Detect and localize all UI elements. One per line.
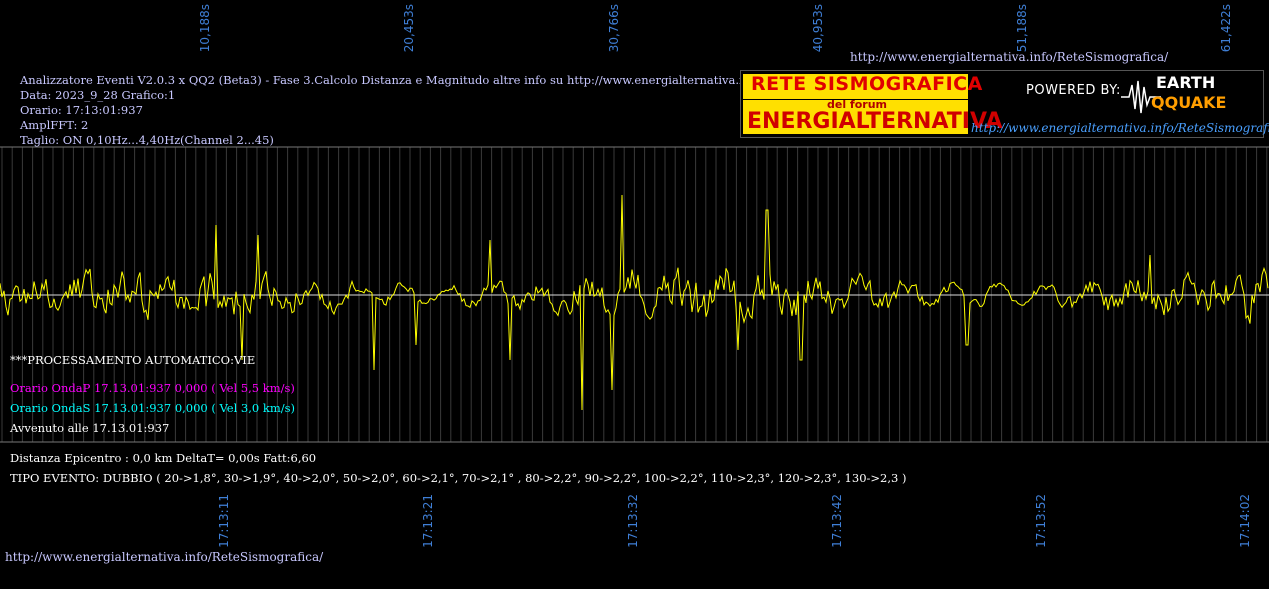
event-time: Avvenuto alle 17.13.01:937 <box>10 421 170 435</box>
logo-subtitle: del forum <box>827 98 887 111</box>
logo-powered: POWERED BY: <box>1026 83 1121 98</box>
logo-earth: EARTH <box>1156 73 1216 92</box>
header-filter: Taglio: ON 0,10Hz...4,40Hz <box>20 133 181 147</box>
top-time-label: 61,422s <box>1219 4 1233 53</box>
bottom-time-label: 17:13:42 <box>830 494 844 548</box>
seismic-trace <box>0 194 1269 411</box>
top-url[interactable]: http://www.energialternativa.info/ReteSi… <box>850 50 1169 64</box>
footer-url[interactable]: http://www.energialternativa.info/ReteSi… <box>5 550 324 564</box>
header-time: Orario: 17:13:01:937 <box>20 103 143 117</box>
bottom-time-label: 17:13:52 <box>1034 494 1048 548</box>
header-ampl: AmplFFT: 2 <box>20 118 89 132</box>
event-type: TIPO EVENTO: DUBBIO ( 20->1,8°, 30->1,9°… <box>10 471 907 485</box>
logo-url[interactable]: http://www.energialternativa.info/ReteSi… <box>971 121 1269 135</box>
logo-brand: ENERGIALTERNATIVA <box>747 109 1003 134</box>
header-channel: (Channel 2...45) <box>180 133 274 147</box>
logo-yellow-band <box>743 74 968 99</box>
top-time-label: 40,953s <box>811 4 825 53</box>
header-title: Analizzatore Eventi V2.0.3 x QQ2 (Beta3)… <box>20 73 810 87</box>
top-time-label: 30,766s <box>607 4 621 53</box>
logo-qquake: QQUAKE <box>1151 93 1227 112</box>
top-time-label: 51,188s <box>1015 4 1029 53</box>
logo-yellow-band <box>743 100 968 134</box>
earthquake-wave-icon <box>1121 80 1161 114</box>
onda-s-time: Orario OndaS 17.13.01:937 0,000 ( Vel 3,… <box>10 401 296 415</box>
processing-status: ***PROCESSAMENTO AUTOMATICO:VIE <box>10 353 256 367</box>
bottom-time-label: 17:13:32 <box>626 494 640 548</box>
rete-sismografica-logo: RETE SISMOGRAFICA del forum ENERGIALTERN… <box>740 70 1269 138</box>
top-time-label: 10,188s <box>198 4 212 53</box>
bottom-time-label: 17:13:21 <box>421 494 435 548</box>
top-time-label: 20,453s <box>402 4 416 53</box>
bottom-time-label: 17:14:02 <box>1238 494 1252 548</box>
epicenter-distance: Distanza Epicentro : 0,0 km DeltaT= 0,00… <box>10 451 317 465</box>
logo-title: RETE SISMOGRAFICA <box>751 73 983 95</box>
header-date: Data: 2023_9_28 Grafico:1 <box>20 88 176 102</box>
bottom-time-label: 17:13:11 <box>217 494 231 548</box>
onda-p-time: Orario OndaP 17.13.01:937 0,000 ( Vel 5,… <box>10 381 295 395</box>
